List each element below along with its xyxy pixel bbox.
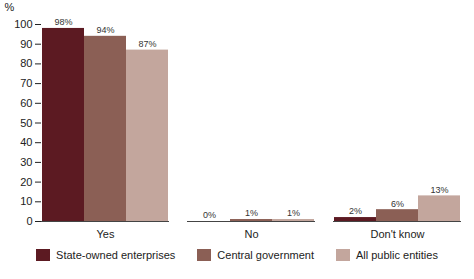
svg-text:6%: 6% <box>391 199 404 209</box>
svg-text:87%: 87% <box>138 39 156 49</box>
svg-text:40: 40 <box>20 136 32 148</box>
svg-text:20: 20 <box>20 176 32 188</box>
svg-text:1%: 1% <box>245 208 258 218</box>
svg-text:30: 30 <box>20 156 32 168</box>
svg-text:%: % <box>5 1 15 13</box>
svg-text:60: 60 <box>20 97 32 109</box>
html-text:All public entities: All public entities <box>356 249 438 261</box>
svg-text:94%: 94% <box>96 25 114 35</box>
svg-text:Don't know: Don't know <box>370 228 424 240</box>
svg-text:2%: 2% <box>349 206 362 216</box>
svg-text:100: 100 <box>14 18 32 30</box>
svg-text:1%: 1% <box>287 208 300 218</box>
svg-text:Yes: Yes <box>97 228 115 240</box>
svg-text:10: 10 <box>20 195 32 207</box>
svg-text:80: 80 <box>20 57 32 69</box>
svg-text:90: 90 <box>20 38 32 50</box>
svg-text:13%: 13% <box>430 185 448 195</box>
svg-text:No: No <box>244 228 258 240</box>
svg-text:98%: 98% <box>54 17 72 27</box>
html-text:State-owned enterprises: State-owned enterprises <box>56 249 176 261</box>
svg-text:0: 0 <box>26 215 32 227</box>
svg-text:50: 50 <box>20 117 32 129</box>
svg-text:70: 70 <box>20 77 32 89</box>
svg-text:0%: 0% <box>203 210 216 220</box>
html-text:Central government: Central government <box>217 249 314 261</box>
